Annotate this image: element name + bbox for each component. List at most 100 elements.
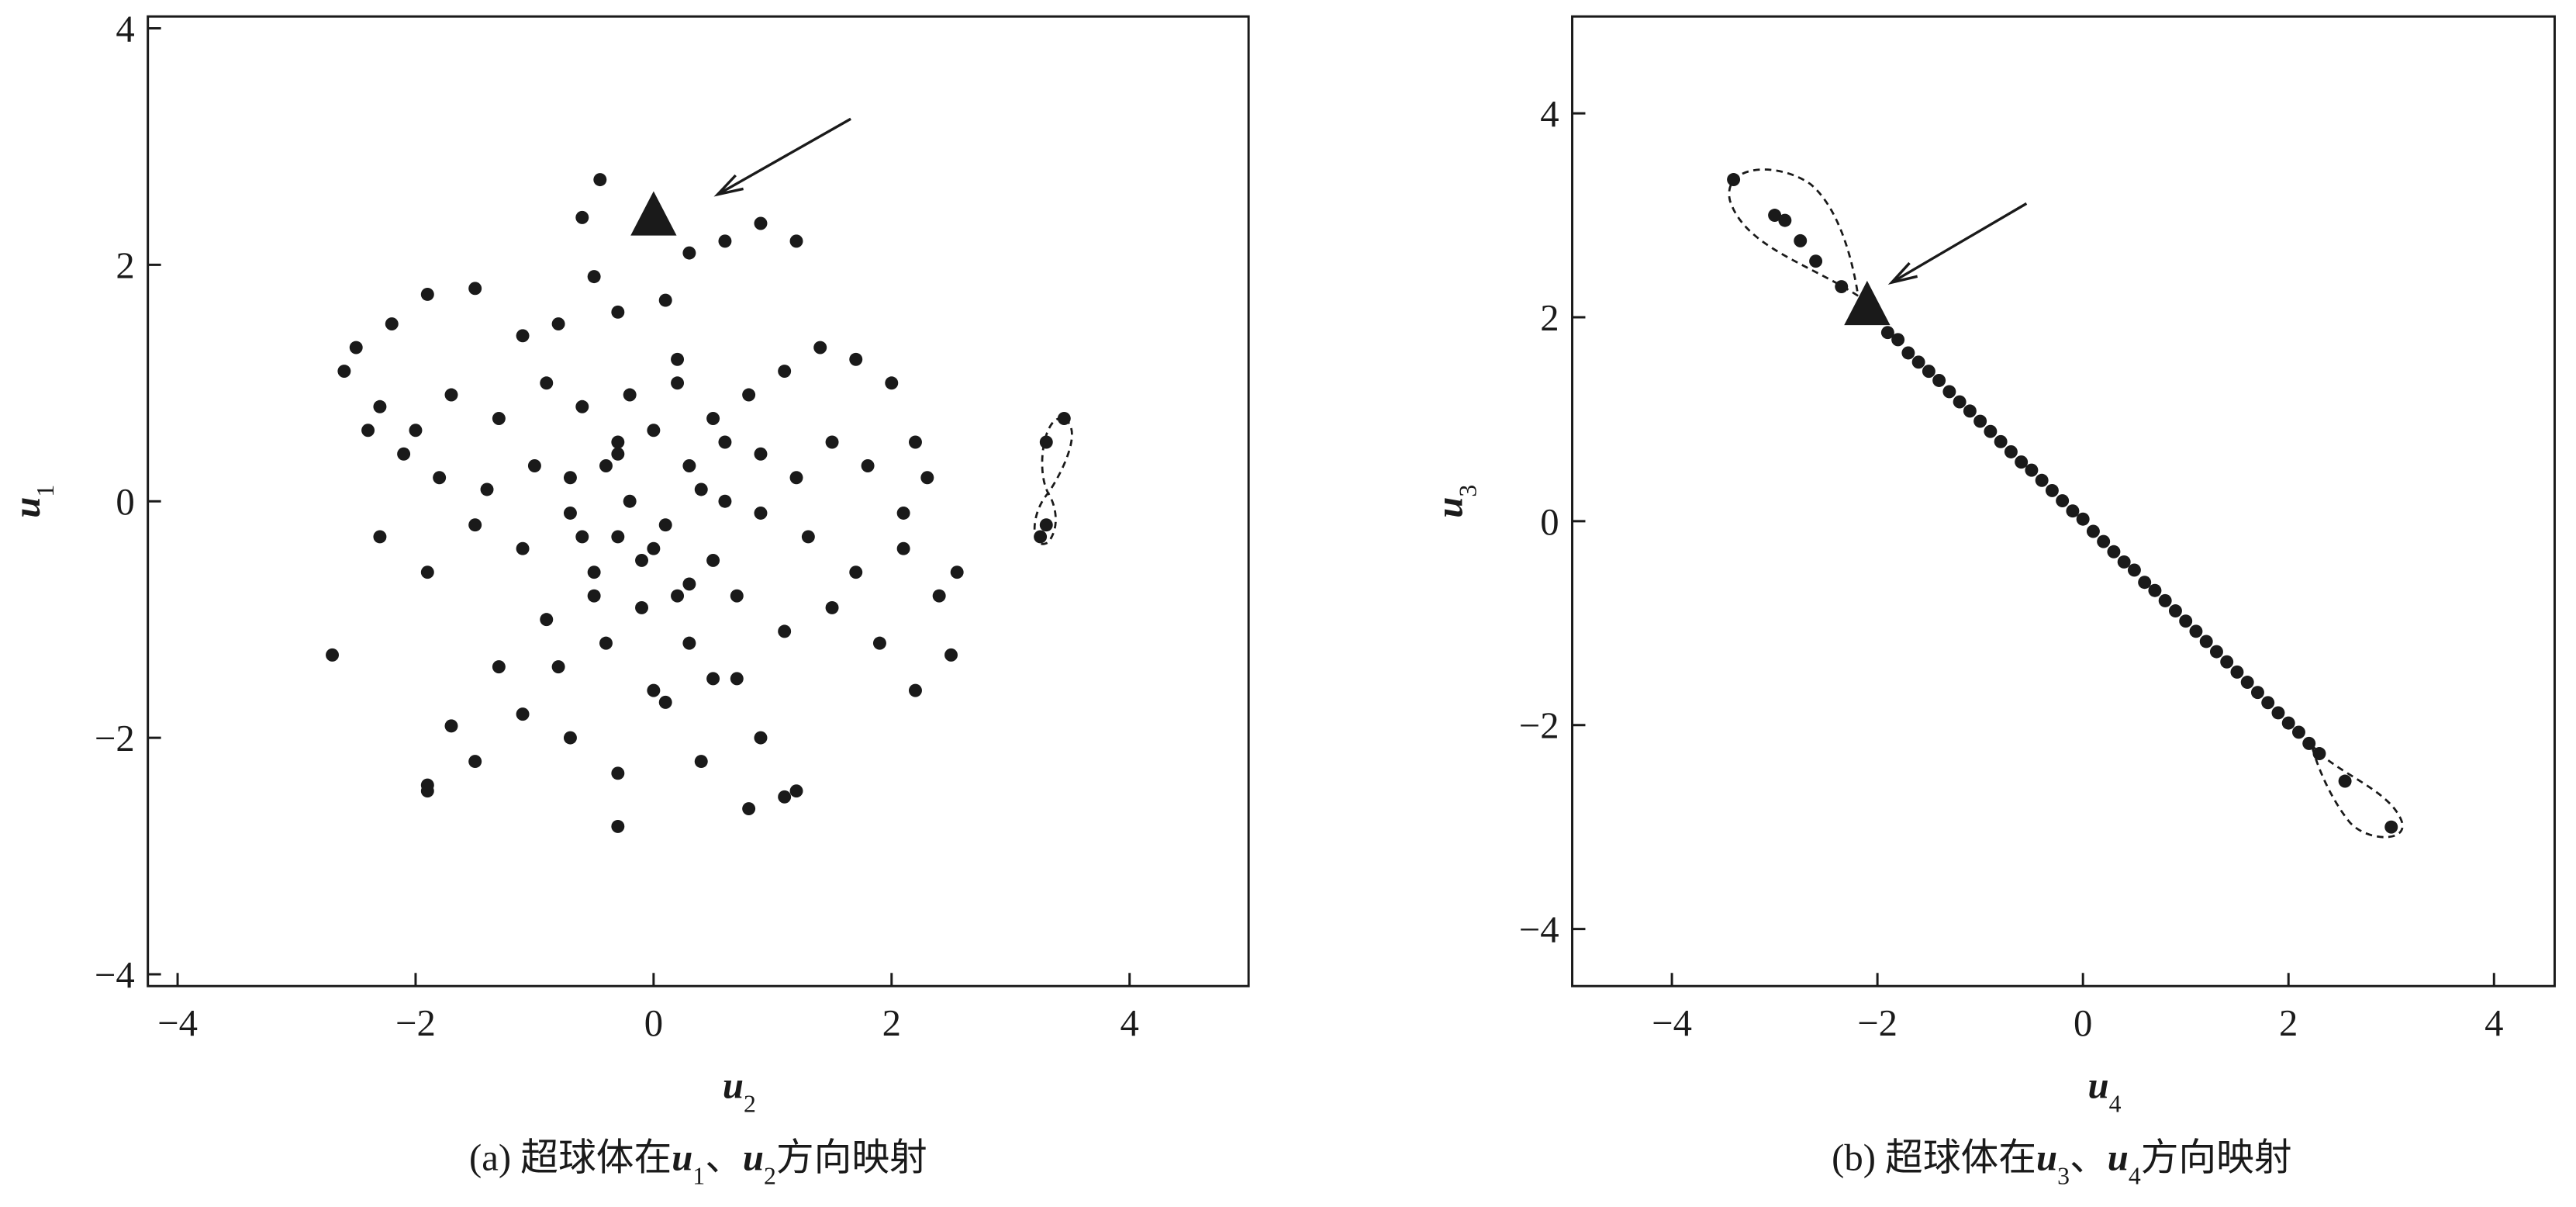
y-tick-label: −4 bbox=[95, 954, 135, 996]
point bbox=[778, 790, 792, 804]
point bbox=[587, 565, 601, 579]
point bbox=[1727, 173, 1741, 187]
point bbox=[563, 731, 577, 745]
point bbox=[635, 600, 648, 614]
x-tick-label: 0 bbox=[644, 1002, 663, 1044]
point bbox=[2291, 725, 2305, 739]
y-tick-label: 2 bbox=[116, 244, 134, 286]
label-part: 1 bbox=[31, 485, 58, 497]
x-tick-label: −2 bbox=[1857, 1002, 1897, 1044]
point bbox=[754, 216, 768, 230]
point bbox=[1778, 213, 1792, 227]
x-tick-label: 4 bbox=[2484, 1002, 2503, 1044]
point bbox=[444, 388, 458, 402]
trajectory-loop bbox=[1033, 417, 1073, 545]
point bbox=[373, 399, 387, 413]
point bbox=[492, 412, 506, 425]
point bbox=[2066, 504, 2080, 518]
label-part: u bbox=[672, 1137, 692, 1179]
point bbox=[861, 459, 875, 472]
point bbox=[1963, 404, 1977, 418]
x-tick-label: 4 bbox=[1121, 1002, 1139, 1044]
label-part: u bbox=[6, 497, 48, 518]
point bbox=[611, 819, 625, 833]
x-axis-label: u4 bbox=[2087, 1064, 2121, 1116]
point bbox=[575, 210, 589, 224]
point bbox=[420, 784, 434, 798]
point bbox=[1973, 414, 1987, 428]
point bbox=[801, 530, 815, 544]
point bbox=[433, 471, 447, 485]
point bbox=[932, 589, 946, 603]
point bbox=[2271, 706, 2285, 720]
point bbox=[682, 459, 696, 472]
label-part: (a) 超球体在 bbox=[469, 1137, 672, 1179]
point bbox=[825, 600, 839, 614]
label-part: 、 bbox=[705, 1137, 743, 1179]
point bbox=[492, 660, 506, 674]
plot-frame bbox=[147, 15, 1250, 987]
point bbox=[2158, 593, 2172, 607]
point bbox=[2045, 483, 2059, 497]
point bbox=[2086, 524, 2100, 538]
label-part: 1 bbox=[692, 1162, 705, 1189]
point bbox=[718, 435, 732, 449]
point bbox=[1768, 209, 1782, 223]
point bbox=[516, 707, 530, 721]
point bbox=[2250, 686, 2264, 700]
point bbox=[742, 802, 756, 816]
point bbox=[682, 577, 696, 591]
point bbox=[516, 329, 530, 343]
point bbox=[551, 317, 565, 331]
point bbox=[2138, 576, 2152, 590]
trajectory-loop bbox=[1728, 168, 1859, 297]
y-tick-label: −4 bbox=[1519, 909, 1559, 951]
point bbox=[2127, 563, 2141, 577]
point bbox=[2312, 747, 2326, 761]
point bbox=[896, 506, 910, 520]
point bbox=[397, 447, 411, 461]
point bbox=[1809, 254, 1823, 268]
point bbox=[849, 565, 863, 579]
y-tick-label: −2 bbox=[1519, 705, 1559, 747]
point bbox=[647, 683, 661, 697]
label-part: u bbox=[2036, 1137, 2057, 1179]
y-tick-label: 0 bbox=[116, 481, 134, 523]
caption: (a) 超球体在u1、u2方向映射 bbox=[469, 1137, 927, 1190]
point bbox=[2097, 534, 2111, 548]
point bbox=[516, 541, 530, 555]
point bbox=[2220, 655, 2234, 669]
x-axis-label: u2 bbox=[723, 1064, 756, 1116]
point bbox=[778, 624, 792, 638]
point bbox=[813, 341, 827, 354]
point bbox=[706, 553, 720, 567]
point bbox=[587, 270, 601, 284]
point bbox=[2179, 614, 2193, 628]
point bbox=[420, 287, 434, 301]
point bbox=[444, 719, 458, 733]
point bbox=[1039, 518, 1053, 532]
point bbox=[658, 695, 672, 709]
point bbox=[540, 613, 554, 627]
label-part: u bbox=[1429, 497, 1471, 518]
point bbox=[468, 282, 482, 296]
point bbox=[551, 660, 565, 674]
point bbox=[789, 471, 803, 485]
point bbox=[682, 636, 696, 650]
point bbox=[563, 471, 577, 485]
point bbox=[671, 589, 685, 603]
plot-frame bbox=[1571, 15, 2556, 987]
point bbox=[2384, 820, 2398, 834]
label-part: 4 bbox=[2129, 1162, 2141, 1189]
point bbox=[920, 471, 934, 485]
y-tick-label: −2 bbox=[95, 718, 135, 759]
y-tick-label: 2 bbox=[1540, 297, 1559, 339]
point bbox=[1891, 333, 1905, 347]
label-part: 方向映射 bbox=[2141, 1137, 2292, 1179]
point bbox=[647, 424, 661, 437]
point bbox=[2076, 512, 2090, 526]
point bbox=[885, 376, 899, 390]
point bbox=[1794, 233, 1808, 247]
point bbox=[575, 530, 589, 544]
